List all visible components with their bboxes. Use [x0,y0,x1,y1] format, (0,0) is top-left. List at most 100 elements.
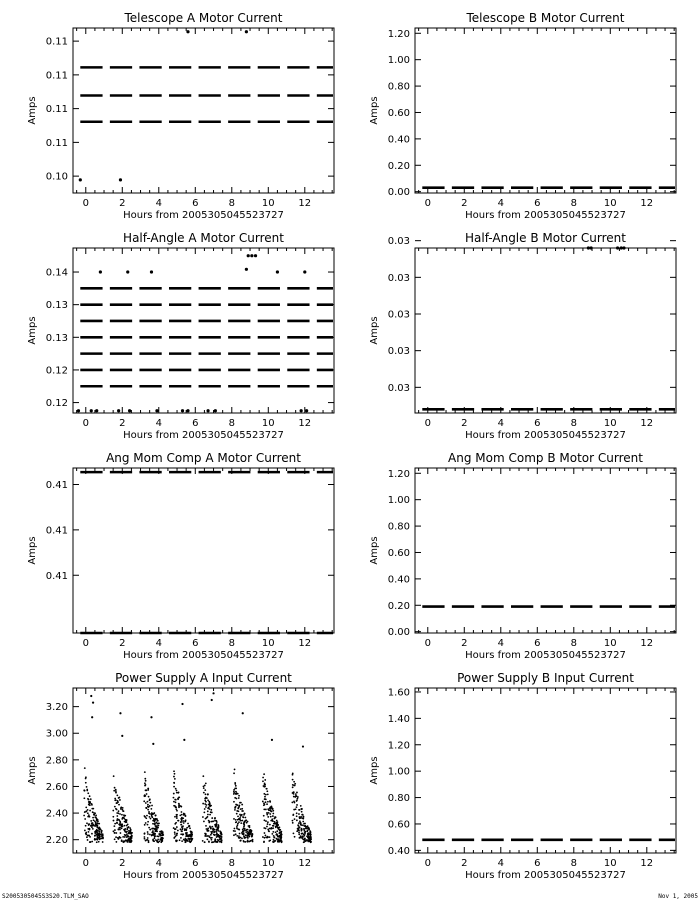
data-point [118,178,123,182]
data-point [143,823,146,826]
y-tick-label: 0.14 [46,268,68,279]
x-tick-label: 10 [262,638,275,649]
y-tick-label: 1.00 [388,495,410,506]
data-point [120,825,123,828]
x-tick-label: 8 [229,858,235,869]
data-point [152,833,155,835]
x-axis-label: Hours from 2005305045523727 [123,210,284,221]
data-point [293,808,296,811]
data-point [239,819,242,822]
data-point [151,831,154,834]
x-tick-label: 0 [425,198,431,209]
data-point [209,813,211,816]
x-tick-label: 0 [425,638,431,649]
data-point [85,831,88,834]
data-point [238,821,240,824]
data-point [211,825,214,828]
data-point [201,839,204,842]
data-point [215,821,218,823]
data-point [238,818,241,821]
data-point [129,827,132,830]
data-point [205,804,208,806]
data-point [217,824,220,827]
data-point [127,826,130,828]
chart-title: Ang Mom Comp A Motor Current [106,451,301,465]
data-point [86,822,88,825]
data-point [178,839,181,842]
data-point [299,820,301,823]
data-point [113,838,116,841]
data-point [122,816,125,819]
data-point [215,823,218,826]
data-point [156,835,159,838]
data-point [174,801,177,804]
data-point [293,835,296,838]
data-point [172,792,175,795]
data-point [173,804,175,807]
data-point [153,823,156,826]
data-point [205,828,208,830]
data-point [94,821,97,824]
data-point [125,821,128,823]
x-tick-label: 2 [461,418,467,429]
data-point [146,805,149,808]
data-point [129,836,131,838]
x-axis-label: Hours from 2005305045523727 [465,870,626,881]
data-point [116,837,119,839]
data-point [85,806,88,809]
data-point [301,824,304,827]
data-point [306,829,309,832]
plot-frame [414,247,677,414]
data-point [98,826,101,829]
data-point [184,820,187,823]
data-point [203,784,206,787]
x-tick-label: 4 [498,418,504,429]
x-tick-label: 8 [571,418,577,429]
data-point [273,836,276,839]
data-point [97,820,99,823]
data-point [307,827,310,830]
x-tick-label: 2 [461,638,467,649]
data-point [149,817,152,820]
chart-panel-7: Power Supply A Input Current 0 2 4 6 8 10 12 2.2… [27,671,335,881]
plot-frame [72,27,335,194]
x-tick-label: 4 [498,198,504,209]
data-point [298,813,300,815]
data-point [176,829,179,832]
data-point [274,831,277,834]
data-point [97,833,100,835]
data-point [210,808,213,811]
data-point [236,818,239,821]
data-point [212,829,215,831]
data-point [126,828,129,831]
data-point [153,837,156,840]
data-point [89,841,92,844]
data-point [272,838,275,841]
data-point [158,840,161,843]
data-point [154,835,157,838]
y-axis-label: Amps [27,96,38,124]
data-point [100,837,102,840]
data-point [208,836,211,839]
data-point [274,826,277,829]
data-point [154,832,157,835]
data-point [129,829,132,832]
x-tick-label: 6 [192,858,198,869]
data-point [251,840,254,843]
data-series-group [422,246,675,411]
data-point [241,807,244,810]
data-point [181,833,184,836]
x-tick-label: 4 [498,638,504,649]
data-point [270,807,272,810]
data-point [89,835,91,838]
data-point [174,828,176,831]
data-point [93,837,96,840]
data-point [233,768,236,771]
chart-title: Half-Angle B Motor Current [465,231,626,245]
data-point [233,834,235,837]
data-point [301,835,304,838]
data-point [234,796,237,799]
data-point [155,821,158,824]
x-tick-label: 12 [298,638,311,649]
data-point [148,798,151,801]
